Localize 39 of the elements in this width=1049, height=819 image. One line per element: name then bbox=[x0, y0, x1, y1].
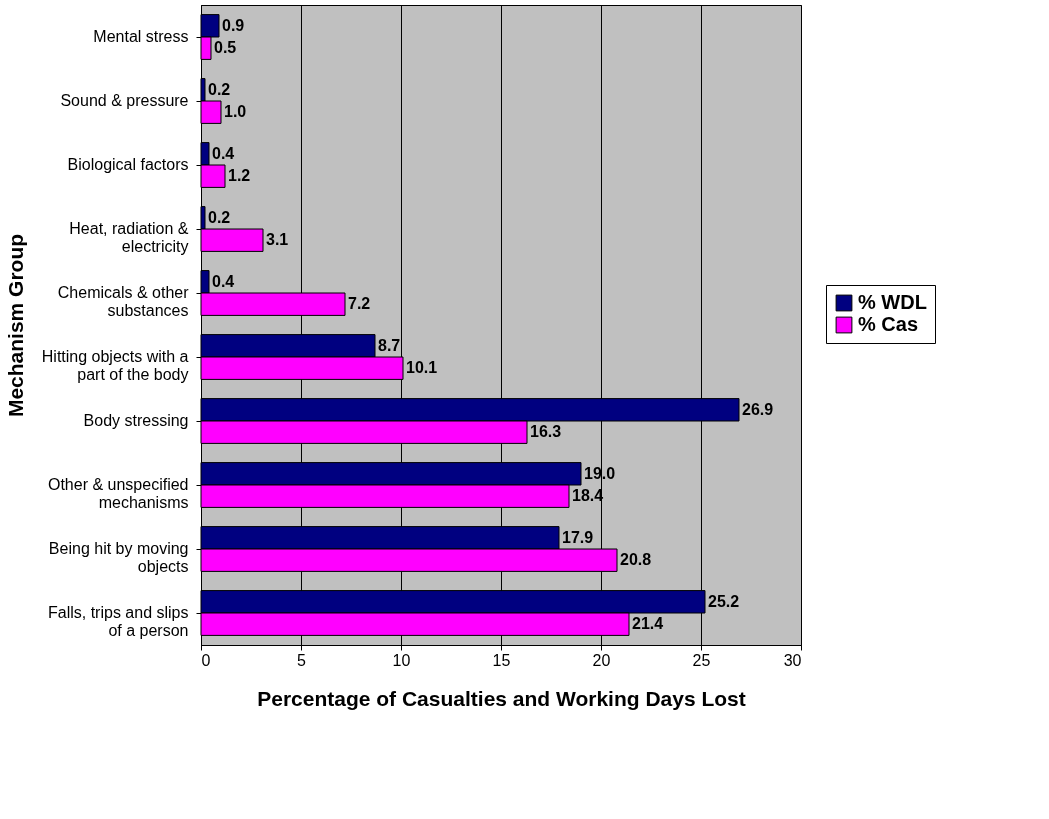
y-tick-label: Hitting objects with a part of the body bbox=[41, 348, 189, 383]
data-label: 10.1 bbox=[406, 359, 438, 377]
data-label: 17.9 bbox=[562, 528, 594, 546]
data-label: 20.8 bbox=[620, 551, 652, 569]
x-tick-label: 0 bbox=[201, 651, 211, 669]
y-tick-label: Mental stress bbox=[93, 28, 189, 45]
x-tick-label: 5 bbox=[297, 651, 307, 669]
data-label: 1.0 bbox=[224, 103, 247, 121]
y-tick-label: Other & unspecified mechanisms bbox=[47, 476, 189, 511]
data-label: 0.2 bbox=[208, 80, 231, 98]
y-tick-label: Biological factors bbox=[67, 156, 189, 173]
y-tick-label: Falls, trips and slips of a person bbox=[48, 604, 189, 639]
y-axis-title: Mechanism Group bbox=[3, 233, 27, 418]
data-label: 0.9 bbox=[222, 16, 245, 34]
data-label: 25.2 bbox=[708, 592, 740, 610]
y-tick-label: Chemicals & other substances bbox=[57, 284, 190, 319]
data-label: 26.9 bbox=[742, 400, 774, 418]
data-label: 16.3 bbox=[530, 423, 562, 441]
x-tick-label: 30 bbox=[783, 651, 802, 669]
data-label: 0.4 bbox=[212, 144, 235, 162]
y-tick-label: Body stressing bbox=[83, 412, 189, 429]
data-label: 1.2 bbox=[228, 167, 251, 185]
x-tick-label: 25 bbox=[692, 651, 711, 669]
y-tick-label: Heat, radiation & electricity bbox=[69, 220, 189, 255]
legend-label: % Cas bbox=[858, 313, 919, 335]
data-label: 0.2 bbox=[208, 208, 231, 226]
data-label: 8.7 bbox=[378, 336, 401, 354]
legend-label: % WDL bbox=[858, 291, 927, 313]
x-tick-label: 15 bbox=[492, 651, 511, 669]
x-axis-title: Percentage of Casualties and Working Days Lost bbox=[257, 686, 746, 710]
data-label: 0.4 bbox=[212, 272, 235, 290]
data-label: 21.4 bbox=[632, 615, 664, 633]
x-tick-label: 10 bbox=[392, 651, 411, 669]
y-tick-label: Sound & pressure bbox=[60, 92, 189, 109]
x-tick-label: 20 bbox=[592, 651, 611, 669]
data-label: 7.2 bbox=[348, 295, 371, 313]
y-tick-label: Being hit by moving objects bbox=[48, 540, 189, 575]
data-label: 0.5 bbox=[214, 39, 237, 57]
data-label: 3.1 bbox=[266, 231, 289, 249]
